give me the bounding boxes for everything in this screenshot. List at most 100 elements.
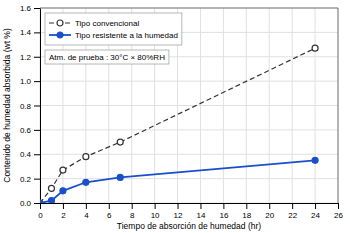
series-point (48, 185, 54, 191)
x-tick-label: 24 (311, 211, 320, 220)
x-tick-mark (223, 203, 224, 209)
x-tick-label: 8 (130, 211, 135, 220)
x-tick-mark (269, 203, 270, 209)
y-tick: 1.6 (20, 4, 40, 13)
y-tick-label: 0.4 (20, 150, 32, 159)
legend: Tipo convencional Tipo resistente a la hu… (45, 13, 182, 45)
x-tick-mark (200, 203, 201, 209)
y-tick-label: 1.4 (20, 28, 32, 37)
y-tick: 1.2 (20, 53, 40, 62)
y-tick: 0.2 (20, 175, 40, 184)
series-point (117, 139, 123, 145)
y-tick: 1.4 (20, 28, 40, 37)
x-tick-label: 20 (265, 211, 274, 220)
x-tick-mark (178, 203, 179, 209)
y-tick: 0.0 (20, 199, 40, 208)
series-point (117, 174, 123, 180)
x-tick-mark (40, 203, 41, 209)
x-tick-mark (109, 203, 110, 209)
chart: 024681012141618202224260.00.20.40.60.81.… (0, 0, 350, 233)
grid-line (40, 8, 338, 9)
grid-line (40, 129, 338, 130)
y-tick: 0.4 (20, 150, 40, 159)
x-tick-mark (338, 203, 339, 209)
x-tick: 22 (288, 203, 297, 220)
y-tick-label: 0.6 (20, 126, 32, 135)
annotation-text: Atm. de prueba : 30°C × 80%RH (49, 53, 165, 62)
x-tick-mark (246, 203, 247, 209)
x-tick-mark (315, 203, 316, 209)
y-axis: 0.0 0.2 0.4 0.6 0.8 1.0 1.2 1.4 1.6 (20, 4, 41, 208)
x-axis-line (41, 203, 339, 204)
y-tick-label: 1.2 (20, 53, 32, 62)
x-tick-label: 16 (219, 211, 228, 220)
series-line (40, 160, 315, 203)
x-tick: 26 (334, 203, 343, 220)
y-tick-mark (34, 57, 40, 58)
x-tick: 6 (107, 203, 112, 220)
x-tick-label: 2 (61, 211, 66, 220)
x-tick-mark (292, 203, 293, 209)
y-tick-mark (34, 203, 40, 204)
x-axis-title: Tiempo de absorción de humedad (hr) (117, 221, 261, 231)
x-tick-mark (132, 203, 133, 209)
y-axis-line (40, 9, 41, 204)
legend-item: Tipo resistente a la humedad (49, 31, 178, 40)
y-axis-title: Contenido de humedad absorbida (wt %) (2, 28, 12, 183)
x-tick: 2 (61, 203, 66, 220)
x-tick-label: 4 (84, 211, 89, 220)
grid-line (40, 81, 338, 82)
x-tick: 24 (311, 203, 320, 220)
x-tick-label: 10 (151, 211, 160, 220)
y-tick-mark (34, 106, 40, 107)
x-tick-label: 14 (197, 211, 206, 220)
legend-box (45, 13, 182, 45)
x-tick: 0 (38, 203, 43, 220)
series-point (40, 200, 43, 203)
x-tick: 18 (242, 203, 251, 220)
x-tick: 12 (174, 203, 183, 220)
series-point (60, 167, 66, 173)
y-tick-label: 1.6 (20, 4, 32, 13)
series-point (83, 179, 89, 185)
legend-item: Tipo convencional (49, 19, 139, 28)
x-tick: 10 (151, 203, 160, 220)
x-tick-label: 0 (38, 211, 43, 220)
x-tick: 4 (84, 203, 89, 220)
legend-label: Tipo resistente a la humedad (75, 31, 178, 40)
x-tick-label: 12 (174, 211, 183, 220)
plot: 024681012141618202224260.00.20.40.60.81.… (20, 4, 344, 220)
y-tick-mark (34, 130, 40, 131)
series-point (60, 188, 66, 194)
frame-top (40, 8, 338, 9)
y-tick: 0.8 (20, 102, 40, 111)
y-tick-label: 0.8 (20, 102, 32, 111)
x-tick: 20 (265, 203, 274, 220)
series-point (48, 198, 54, 203)
y-tick-mark (34, 154, 40, 155)
y-tick-label: 0.2 (20, 175, 32, 184)
x-tick-mark (63, 203, 64, 209)
series-point (312, 157, 318, 163)
grid-line (40, 105, 338, 106)
annotation: Atm. de prueba : 30°C × 80%RH (45, 50, 169, 64)
y-tick: 0.6 (20, 126, 40, 135)
x-tick-label: 22 (288, 211, 297, 220)
y-tick-mark (34, 179, 40, 180)
grid-line (40, 203, 338, 204)
frame-right (338, 8, 339, 203)
annotation-box (45, 50, 169, 64)
x-tick-mark (86, 203, 87, 209)
series-point (40, 200, 43, 203)
y-tick-label: 1.0 (20, 77, 32, 86)
x-tick-label: 18 (242, 211, 251, 220)
x-tick-mark (155, 203, 156, 209)
marks (40, 45, 318, 203)
x-tick-label: 6 (107, 211, 112, 220)
y-tick-mark (34, 32, 40, 33)
x-tick-label: 26 (334, 211, 343, 220)
x-axis: 02468101214161820222426 (38, 203, 343, 220)
x-tick: 16 (219, 203, 228, 220)
series-point (312, 45, 318, 51)
y-tick-label: 0.0 (20, 199, 32, 208)
